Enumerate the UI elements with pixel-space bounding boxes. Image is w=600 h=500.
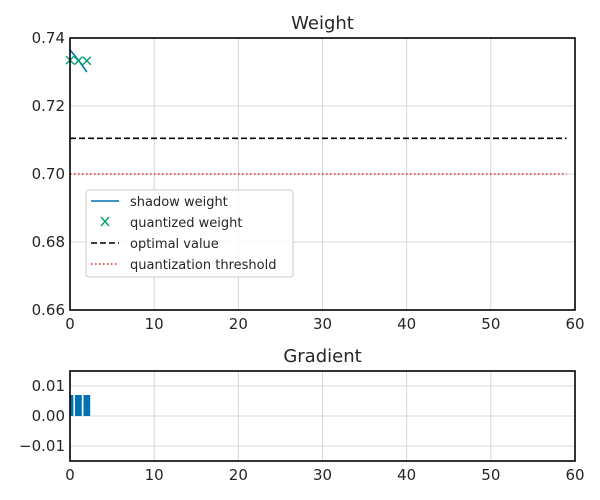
weight-x-tick-label: 40: [397, 315, 416, 333]
quantized-weight-point: [82, 56, 92, 66]
weight-y-ticks: 0.66 0.68 0.70 0.72 0.74: [32, 29, 65, 319]
weight-x-tick-label: 30: [313, 315, 332, 333]
weight-title: Weight: [291, 13, 354, 34]
gradient-panel: 0 10 20 30 40 50 60 0.01 0.00 −0.01 Gradient: [19, 346, 585, 484]
gradient-bars: [70, 395, 91, 416]
weight-y-tick-label: 0.68: [32, 233, 65, 251]
gradient-y-tick-label: 0.00: [32, 407, 65, 425]
weight-x-tick-label: 10: [145, 315, 164, 333]
weight-x-ticks: 0 10 20 30 40 50 60: [65, 315, 584, 333]
legend-label-shadow-weight: shadow weight: [130, 195, 228, 210]
gradient-x-tick-label: 20: [229, 466, 248, 484]
gradient-x-tick-label: 60: [565, 466, 584, 484]
legend-label-quantization-threshold: quantization threshold: [130, 258, 276, 273]
weight-x-tick-label: 20: [229, 315, 248, 333]
gradient-y-tick-label: 0.01: [32, 377, 65, 395]
gradient-plot-frame: [69, 370, 576, 462]
gradient-x-ticks: 0 10 20 30 40 50 60: [65, 466, 584, 484]
legend-box: [85, 189, 294, 278]
gradient-bar: [70, 395, 74, 416]
gradient-x-tick-label: 0: [65, 466, 75, 484]
weight-y-tick-label: 0.74: [32, 29, 65, 47]
gradient-y-ticks: 0.01 0.00 −0.01: [19, 377, 65, 455]
legend-label-optimal-value: optimal value: [130, 237, 219, 252]
weight-y-tick-label: 0.72: [32, 97, 65, 115]
gradient-bar: [83, 395, 91, 416]
gradient-bar: [75, 395, 82, 416]
gradient-y-tick-label: −0.01: [19, 437, 65, 455]
legend-label-quantized-weight: quantized weight: [130, 216, 242, 231]
weight-y-tick-label: 0.70: [32, 165, 65, 183]
gradient-x-tick-label: 50: [481, 466, 500, 484]
gradient-x-tick-label: 40: [397, 466, 416, 484]
gradient-title: Gradient: [283, 346, 361, 367]
weight-plot-frame: [69, 37, 576, 311]
weight-legend: shadow weight quantized weight optimal v…: [85, 189, 294, 278]
gradient-x-tick-label: 10: [145, 466, 164, 484]
weight-x-tick-label: 0: [65, 315, 75, 333]
legend-swatch-quantized-weight: [100, 216, 110, 227]
gradient-x-tick-label: 30: [313, 466, 332, 484]
quantized-weight-point: [73, 56, 83, 66]
weight-panel: 0 10 20 30 40 50 60 0.66 0.68 0.70 0.72 0.74 Weigh…: [32, 13, 585, 333]
weight-x-tick-label: 60: [565, 315, 584, 333]
weight-y-tick-label: 0.66: [32, 301, 65, 319]
weight-x-tick-label: 50: [481, 315, 500, 333]
